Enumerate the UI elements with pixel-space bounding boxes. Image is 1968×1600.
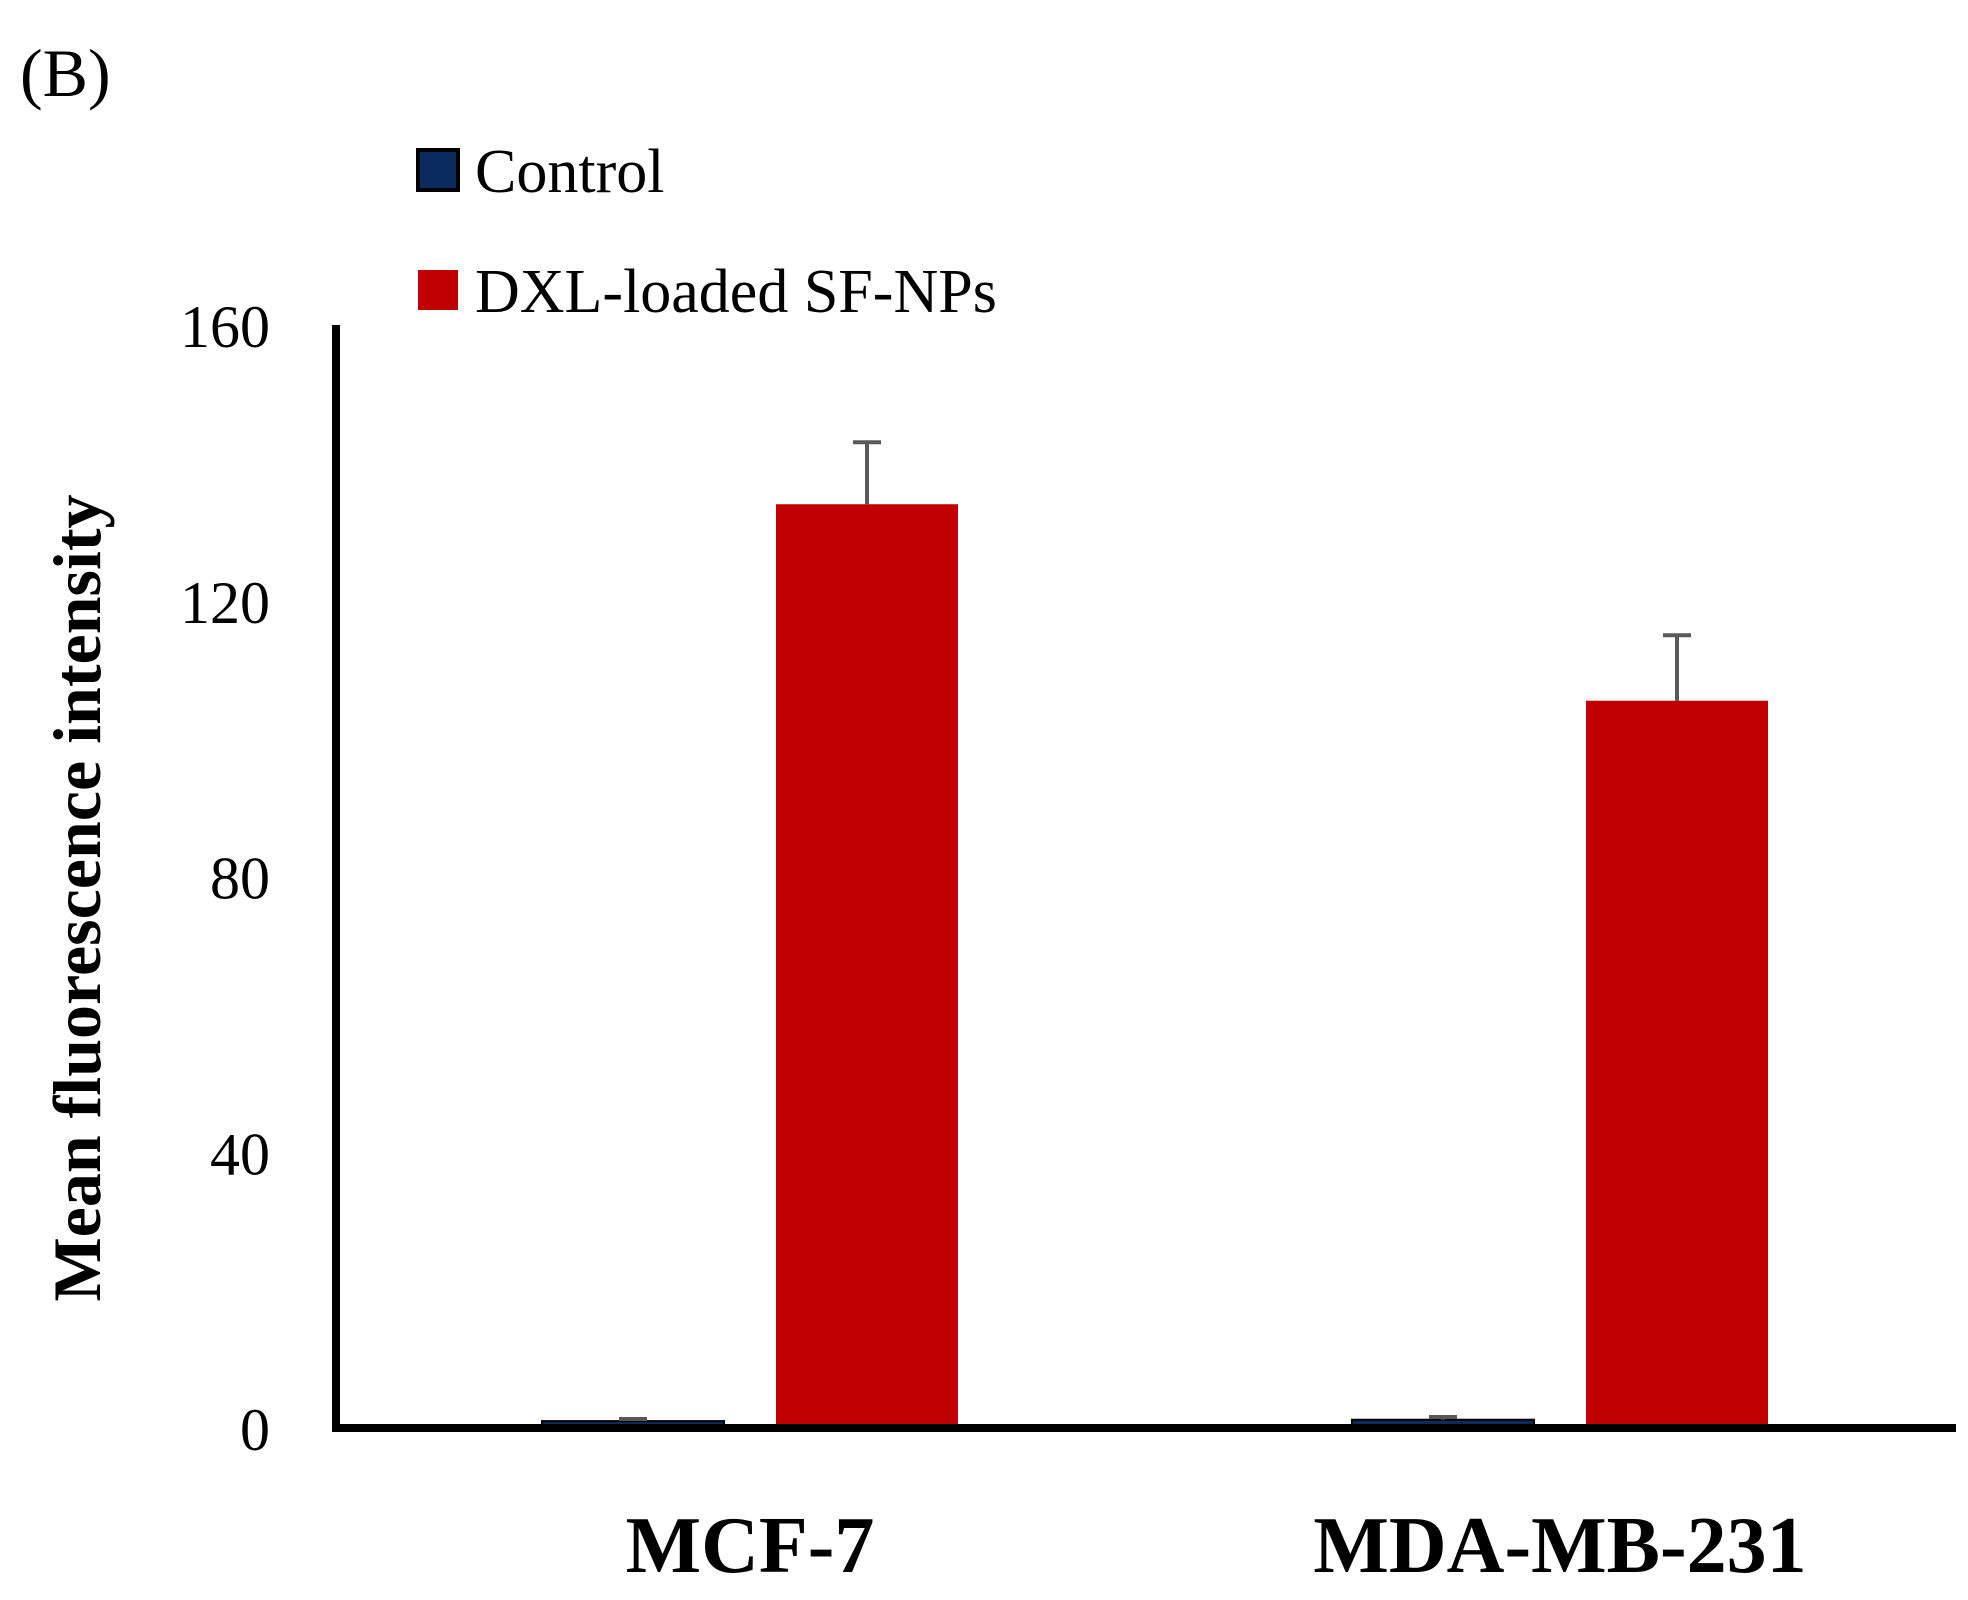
x-axis-labels: MCF-7 MDA-MB-231 (626, 1502, 1807, 1590)
bar-dxl-loaded-sf-nps-mcf-7 (776, 504, 958, 1428)
y-tick-label: 0 (240, 1397, 270, 1463)
y-axis-title: Mean fluorescence intensity (39, 494, 115, 1301)
legend-swatch (418, 270, 458, 310)
x-category-label: MDA-MB-231 (1313, 1502, 1806, 1590)
bars (541, 504, 1768, 1430)
y-tick-label: 120 (180, 570, 270, 636)
legend-label: Control (475, 138, 664, 206)
x-category-label: MCF-7 (626, 1502, 875, 1590)
legend-swatch (416, 148, 460, 192)
legend: Control DXL-loaded SF-NPs (416, 138, 997, 326)
y-tick-label: 160 (180, 294, 270, 360)
y-tick-label: 80 (210, 846, 270, 912)
bar-dxl-loaded-sf-nps-mda-mb-231 (1586, 700, 1768, 1428)
panel-label: (B) (20, 35, 111, 111)
y-tick-label: 40 (210, 1121, 270, 1187)
error-bars (619, 440, 1691, 1422)
y-axis-ticks: 0 40 80 120 160 (180, 294, 270, 1463)
legend-label: DXL-loaded SF-NPs (475, 258, 997, 326)
